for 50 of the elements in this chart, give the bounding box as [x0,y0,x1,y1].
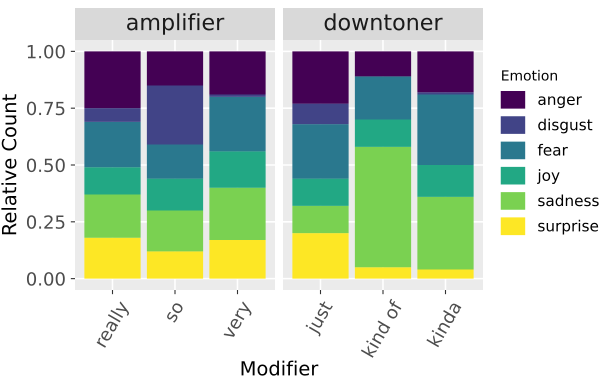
bar [354,146,412,268]
bar [417,165,474,197]
bar [84,51,141,108]
bar [292,178,349,206]
bar [417,94,474,165]
y-tick-label: 0.00 [26,272,65,286]
legend-label: sadness [538,194,599,206]
legend-label: surprise [538,220,598,235]
bar [146,251,204,279]
bar [354,267,412,279]
chart-title: downtoner [324,13,443,30]
y-tick-label: 0.25 [26,215,64,229]
bar [292,124,349,179]
bar [146,178,204,210]
bar [146,51,204,86]
bar [209,96,266,152]
x-tick-label: so [166,302,184,323]
legend-title: Emotion [502,70,557,81]
bar [417,196,474,270]
legend-label: joy [537,169,560,184]
bar [146,144,204,179]
bar [292,206,349,234]
bar [292,104,349,124]
bar [209,151,266,188]
bar [209,240,266,279]
y-axis-title: Relative Count [1,94,16,234]
chart-title: amplifier [127,13,224,35]
y-tick-label: 0.50 [26,158,65,172]
y-tick-label: 1.00 [28,44,65,58]
y-tick-label: 0.75 [26,102,64,116]
bar [417,51,474,92]
bar [146,85,204,145]
bar [84,194,141,238]
bar [417,270,474,279]
legend-label: fear [538,144,568,156]
bar [354,120,412,147]
legend-label: disgust [538,118,592,134]
bar [84,167,141,195]
bar [209,51,266,95]
bar [354,76,412,120]
x-axis-title: Modifier [242,360,318,376]
bar [292,233,349,279]
bar [84,238,141,279]
bar [354,51,412,76]
legend-label: anger [538,96,582,108]
bar [146,210,204,252]
bar [84,108,141,122]
bar [209,188,266,240]
bar [84,122,141,168]
bar [292,51,349,104]
